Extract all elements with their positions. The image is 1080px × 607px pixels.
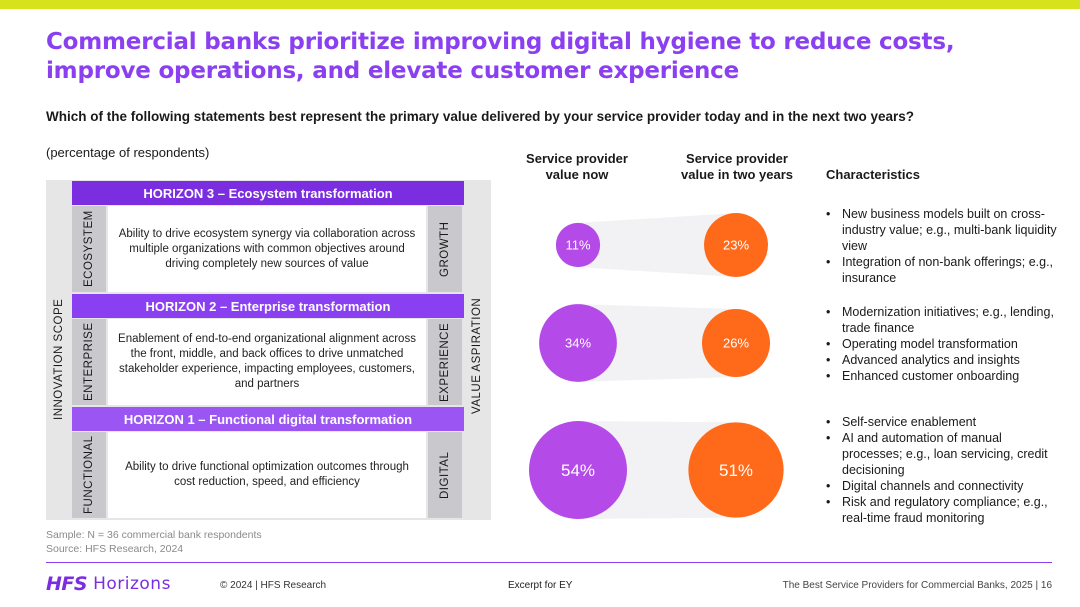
innovation-scope-label: INNOVATION SCOPE: [53, 298, 65, 420]
bubble-connector: [578, 304, 736, 382]
characteristic-item: New business models built on cross-indus…: [824, 206, 1064, 254]
horizon-1-bar: HORIZON 1 – Functional digital transform…: [72, 407, 464, 431]
bubble-label: 34%: [565, 336, 591, 351]
characteristic-item: Risk and regulatory compliance; e.g., re…: [824, 494, 1064, 526]
column-header-characteristics: Characteristics: [826, 167, 920, 182]
footer-excerpt: Excerpt for EY: [508, 580, 573, 591]
bubble-now: [555, 222, 601, 268]
aspiration-growth-label: GROWTH: [439, 221, 451, 277]
horizon-3-description: Ability to drive ecosystem synergy via c…: [108, 206, 426, 292]
bubble-future: [701, 308, 771, 378]
bubble-future: [704, 213, 768, 277]
top-accent-bar: [0, 0, 1080, 9]
footer-divider: [46, 562, 1052, 563]
logo-horizons: Horizons: [93, 574, 171, 594]
bubble-connector: [578, 213, 736, 277]
horizon-2-bar: HORIZON 2 – Enterprise transformation: [72, 294, 464, 318]
value-aspiration-label: VALUE ASPIRATION: [471, 297, 483, 415]
characteristic-item: AI and automation of manual processes; e…: [824, 430, 1064, 478]
scope-functional: FUNCTIONAL: [72, 432, 106, 518]
characteristic-item: Operating model transformation: [824, 336, 1064, 352]
hfs-horizons-logo: HFS Horizons: [46, 573, 171, 595]
characteristic-item: Digital channels and connectivity: [824, 478, 1064, 494]
survey-question: Which of the following statements best r…: [46, 109, 914, 124]
bubble-label: 54%: [561, 461, 595, 480]
characteristic-item: Self-service enablement: [824, 414, 1064, 430]
scope-functional-label: FUNCTIONAL: [83, 435, 95, 515]
bubble-future: [688, 422, 784, 518]
bubble-now: [529, 421, 627, 519]
aspiration-experience-label: EXPERIENCE: [439, 322, 451, 402]
characteristics-horizon-1: Self-service enablementAI and automation…: [824, 414, 1064, 526]
characteristics-horizon-2: Modernization initiatives; e.g., lending…: [824, 304, 1064, 384]
horizon-3-bar: HORIZON 3 – Ecosystem transformation: [72, 181, 464, 205]
bubble-chart: 11% 23% 34% 26% 54% 51%: [529, 213, 784, 519]
characteristics-horizon-3: New business models built on cross-indus…: [824, 206, 1064, 286]
bubble-now: [539, 304, 617, 382]
column-header-future: Service provider value in two years: [681, 151, 793, 182]
sample-size: Sample: N = 36 commercial bank responden…: [46, 529, 262, 541]
aspiration-digital: DIGITAL: [428, 432, 462, 518]
horizon-2-description: Enablement of end-to-end organizational …: [108, 319, 426, 405]
aspiration-digital-label: DIGITAL: [439, 451, 451, 499]
survey-question-subtitle: (percentage of respondents): [46, 145, 210, 160]
bubble-label: 51%: [719, 461, 753, 480]
horizon-1-description: Ability to drive functional optimization…: [108, 432, 426, 518]
footer-copyright: © 2024 | HFS Research: [220, 580, 327, 591]
bubble-label: 23%: [723, 238, 749, 253]
bubble-label: 11%: [565, 238, 590, 253]
footer-report-title: The Best Service Providers for Commercia…: [782, 580, 1052, 591]
scope-ecosystem: ECOSYSTEM: [72, 206, 106, 292]
scope-enterprise-label: ENTERPRISE: [83, 322, 95, 402]
logo-hfs: HFS: [46, 573, 88, 595]
characteristic-item: Integration of non-bank offerings; e.g.,…: [824, 254, 1064, 286]
column-header-now: Service provider value now: [526, 151, 628, 182]
characteristic-item: Modernization initiatives; e.g., lending…: [824, 304, 1064, 336]
bubble-label: 26%: [723, 336, 749, 351]
scope-ecosystem-label: ECOSYSTEM: [83, 210, 95, 288]
page-title: Commercial banks prioritize improving di…: [46, 29, 955, 84]
characteristic-item: Enhanced customer onboarding: [824, 368, 1064, 384]
sample-note: Sample: N = 36 commercial bank responden…: [46, 528, 262, 556]
scope-enterprise: ENTERPRISE: [72, 319, 106, 405]
aspiration-growth: GROWTH: [428, 206, 462, 292]
aspiration-experience: EXPERIENCE: [428, 319, 462, 405]
source-note: Source: HFS Research, 2024: [46, 543, 184, 555]
characteristic-item: Advanced analytics and insights: [824, 352, 1064, 368]
